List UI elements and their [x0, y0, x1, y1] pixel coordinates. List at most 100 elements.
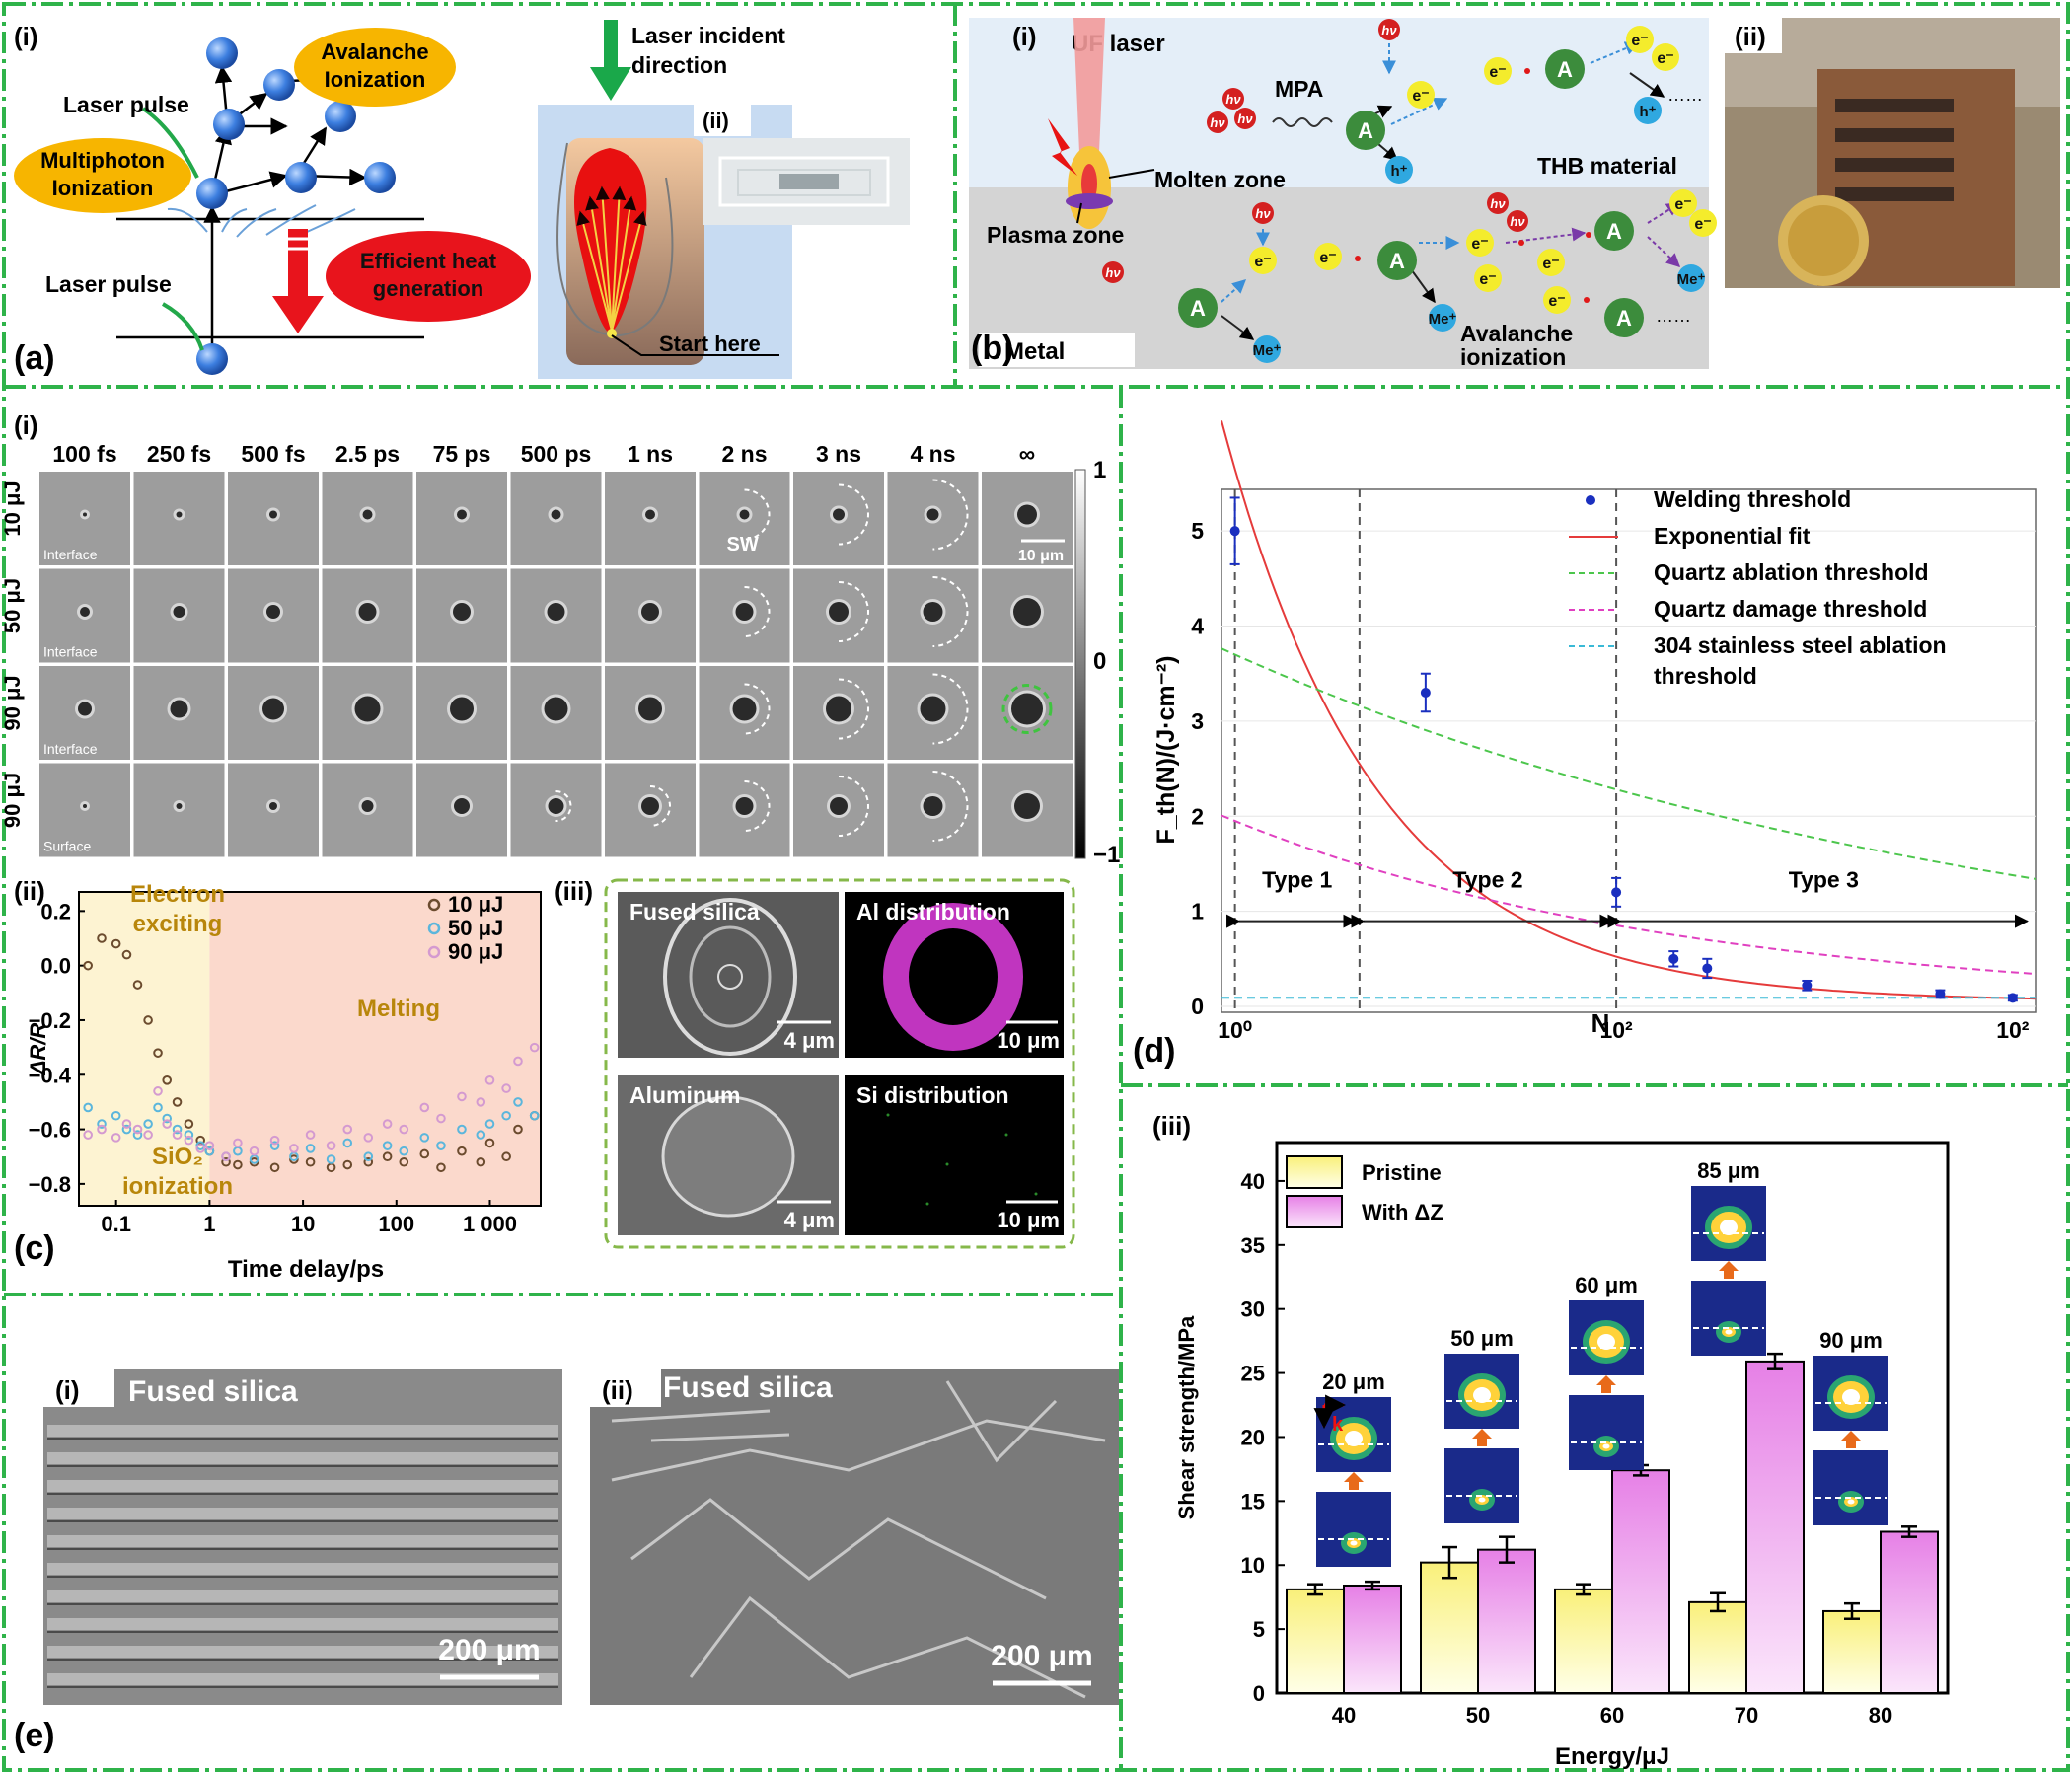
- avalanche-ionization-line2: ionization: [1460, 344, 1566, 370]
- data-point: [153, 1048, 163, 1058]
- ablation-spot: [548, 798, 564, 814]
- avalanche-line2: Ionization: [325, 67, 426, 92]
- x-tick-label: 10: [291, 1212, 315, 1236]
- y-tick-label: 40: [1241, 1169, 1265, 1194]
- data-point: [399, 1156, 409, 1167]
- si-distribution-map: [845, 1075, 1064, 1235]
- inset-label: 85 μm: [1697, 1158, 1760, 1183]
- data-point: [363, 1151, 374, 1162]
- ablation-spot: [1011, 693, 1043, 725]
- eds-label-fused-silica: Fused silica: [629, 899, 760, 924]
- data-point: [382, 1119, 393, 1129]
- ablation-spot: [826, 696, 851, 722]
- molten-zone-label: Molten zone: [1154, 167, 1286, 192]
- data-point: [501, 1083, 511, 1093]
- ablation-spot: [1017, 504, 1037, 525]
- row-energy-label: 50 μJ: [0, 578, 25, 633]
- panel-b-tag: (b): [971, 330, 1013, 367]
- x-tick-label: 1: [203, 1212, 215, 1236]
- panel-e-sub-ii: (ii): [602, 1375, 633, 1405]
- panel-d: 0 1 2 3 4 5 10⁰ 10² 10² F_th(N)/(J·cm⁻²) N Type 1 Ty…: [1133, 420, 2037, 1070]
- avalanche-line1: Avalanche: [321, 39, 428, 64]
- multiphoton-bubble: [14, 138, 191, 213]
- data-point: [399, 1124, 409, 1135]
- data-point: [221, 1151, 231, 1162]
- data-point: [233, 1159, 243, 1170]
- plasma-zone-label: Plasma zone: [987, 222, 1124, 248]
- ablation-spot: [453, 603, 471, 621]
- ablation-spot: [354, 696, 381, 722]
- data-point: [382, 1141, 393, 1150]
- region-label: ionization: [122, 1173, 233, 1200]
- sem-title-ii: Fused silica: [663, 1371, 833, 1404]
- electron-balls: [196, 37, 396, 375]
- data-point: [97, 1119, 107, 1129]
- start-here-label: Start here: [659, 332, 761, 356]
- y-tick-label: 1: [1191, 899, 1204, 924]
- melt-pool-inset: [1316, 1492, 1391, 1567]
- panel-a: (i) (a): [14, 20, 910, 379]
- heat-flow-arrows: [167, 204, 356, 238]
- svg-text:hν: hν: [1381, 23, 1397, 37]
- weld-line: [47, 1425, 558, 1437]
- y-tick-label: 2: [1191, 803, 1204, 829]
- data-point: [121, 1124, 132, 1135]
- eds-images: [618, 892, 1064, 1235]
- data-point: [269, 1162, 280, 1173]
- time-label: 3 ns: [816, 441, 861, 467]
- data-point: [184, 1130, 194, 1140]
- ablation-spot: [361, 800, 374, 812]
- y-tick-label: 20: [1241, 1425, 1265, 1449]
- sem-weld-lines: [47, 1425, 558, 1688]
- legend-label: Quartz damage threshold: [1654, 596, 1927, 622]
- svg-text:hν: hν: [1255, 206, 1271, 221]
- panel-c: (i) 100 fs 250 fs 500 fs 2.5 ps 75 ps 500 ps 1…: [0, 410, 1120, 1283]
- ablation-spot: [926, 508, 939, 521]
- ablation-spot: [78, 702, 92, 716]
- colorbar-mid: 0: [1093, 648, 1106, 675]
- legend-swatch: [1286, 1155, 1343, 1189]
- data-point: [162, 1075, 173, 1085]
- bar: [1880, 1530, 1939, 1695]
- data-point: [436, 1162, 446, 1173]
- shock-wave-arc: [838, 483, 869, 546]
- fused-silica-sem: [618, 892, 839, 1058]
- eds-scale: 10 μm: [997, 1028, 1060, 1053]
- inset-label: 50 μm: [1450, 1326, 1514, 1351]
- ablation-spot: [833, 508, 845, 521]
- region-excitation: [79, 892, 210, 1206]
- row-location-label: Interface: [43, 741, 98, 757]
- shear-chart: 0 5 10 15 20 25 30 35 40 Shear strength/MPa Energy…: [1174, 1141, 1950, 1770]
- bar: [1688, 1600, 1747, 1694]
- data-point: [172, 1097, 183, 1107]
- bar: [1611, 1469, 1670, 1695]
- weld-line: [47, 1508, 558, 1519]
- data-point: [221, 1156, 231, 1167]
- region-label: Electron: [130, 881, 225, 908]
- eds-scale: 4 μm: [784, 1028, 835, 1053]
- sw-label: SW: [727, 534, 759, 555]
- plasma-zone-shape: [1066, 193, 1113, 209]
- time-label: 100 fs: [52, 441, 116, 467]
- panel-d-tag: (d): [1133, 1032, 1175, 1070]
- ablation-spot: [641, 603, 659, 621]
- data-point: [342, 1159, 353, 1170]
- electron: e⁻: [1489, 64, 1506, 81]
- data-point: [132, 1130, 143, 1140]
- ionization-network: A A A A A A e⁻ e⁻ e⁻ e⁻ e⁻ e⁻ e⁻ e⁻ e⁻ e…: [1178, 26, 1717, 363]
- data-point: [419, 1102, 430, 1113]
- electron: e⁻: [1694, 216, 1711, 233]
- ablation-spot: [173, 606, 185, 618]
- data-point: [97, 933, 107, 943]
- melt-droplet: [573, 148, 647, 333]
- data-point: [513, 1124, 523, 1135]
- metal-ion: Me⁺: [1429, 311, 1457, 328]
- data-point: [457, 1091, 467, 1102]
- electron: e⁻: [1674, 196, 1691, 213]
- data-point: [326, 1154, 336, 1164]
- electron: e⁻: [1319, 250, 1336, 266]
- legend-label: Welding threshold: [1654, 486, 1851, 512]
- data-point: [143, 1130, 153, 1140]
- time-label: 4 ns: [910, 441, 955, 467]
- data-point: [204, 1146, 215, 1156]
